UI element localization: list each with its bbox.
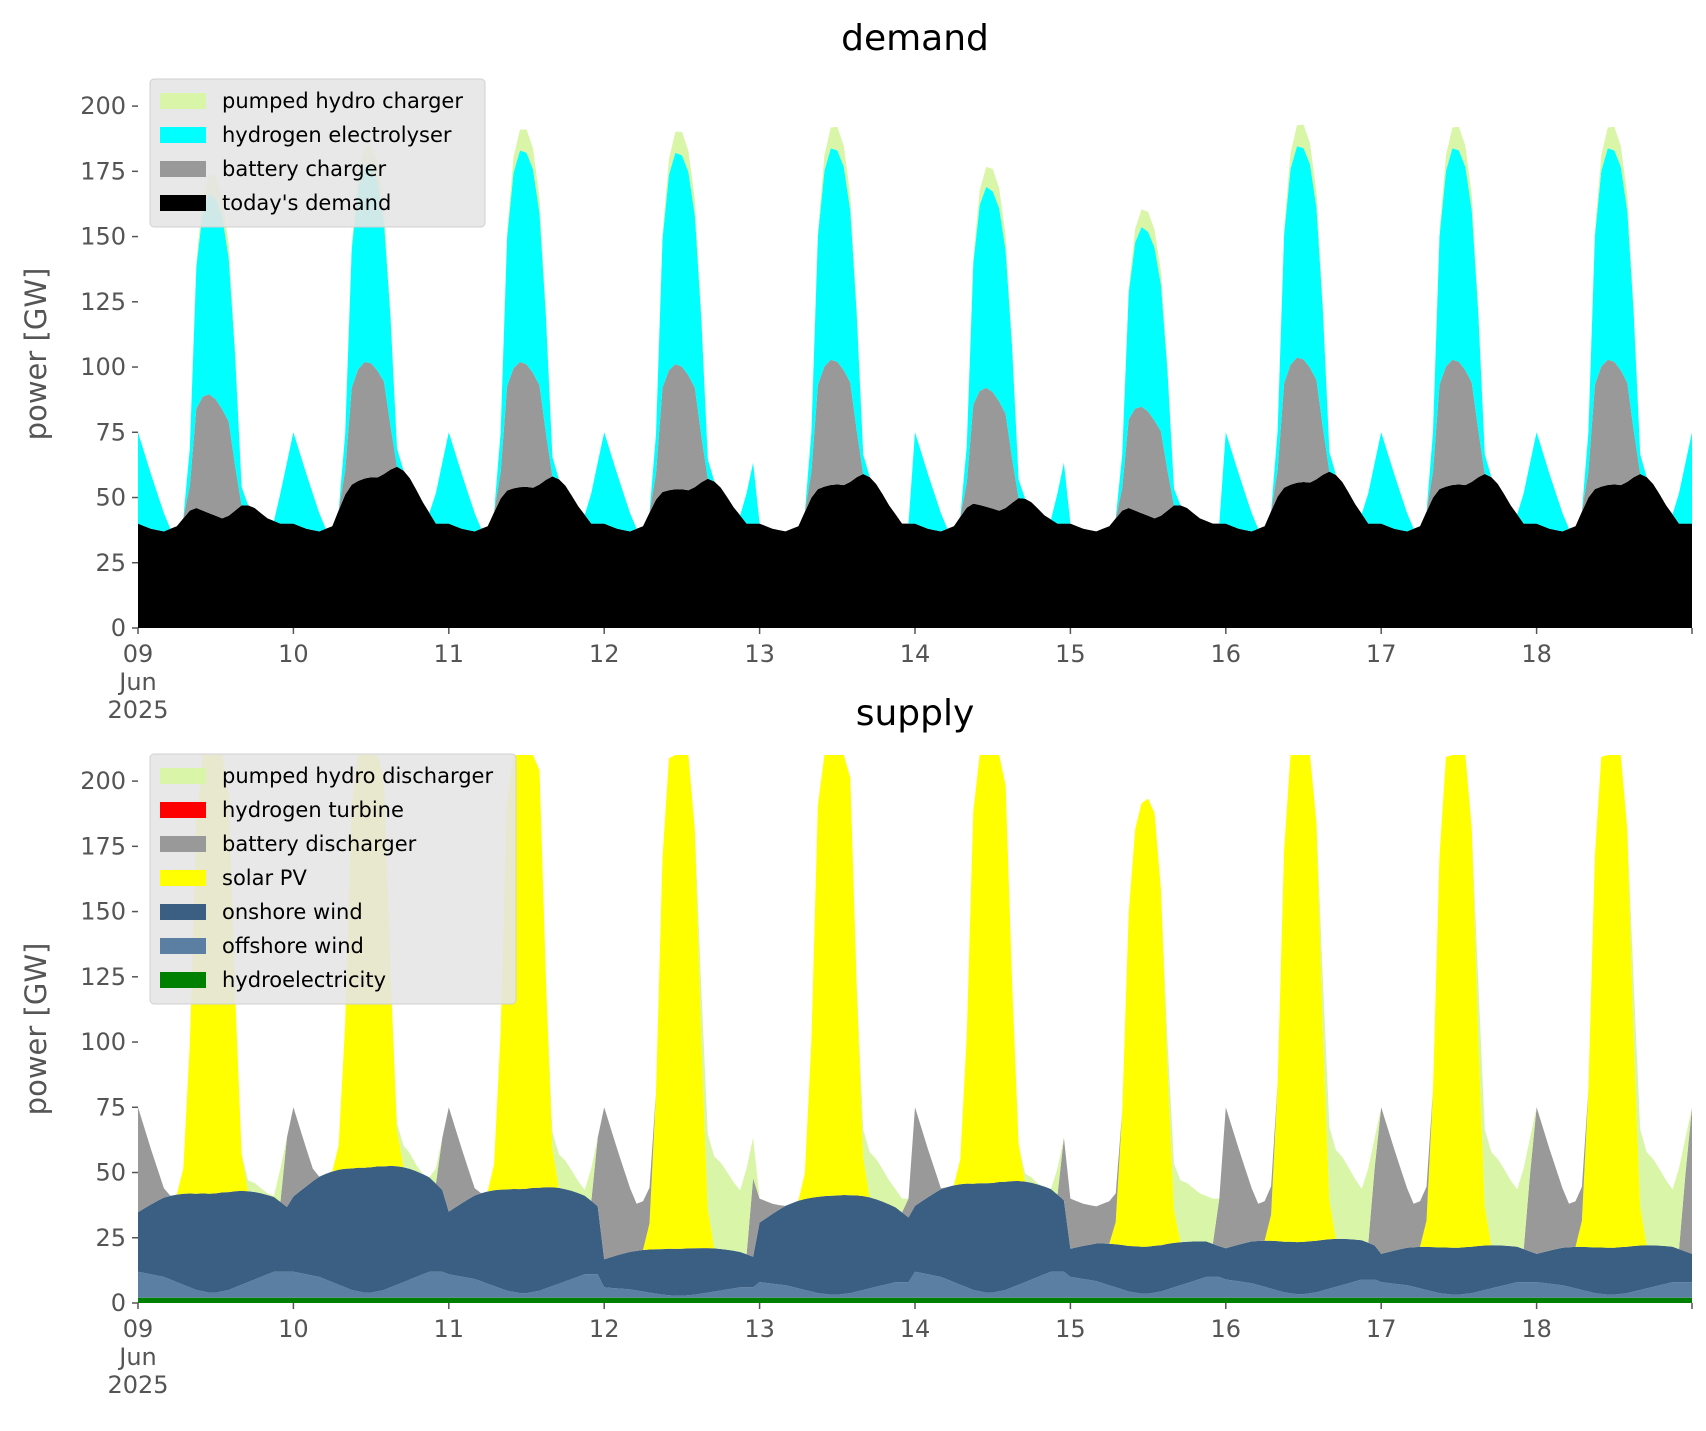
x-tick-label: 14 (900, 1315, 931, 1343)
x-tick-label: 17 (1366, 1315, 1397, 1343)
y-tick-label: 175 (80, 832, 126, 860)
area-hydroelectricity (138, 1297, 1692, 1303)
legend-label: today's demand (222, 191, 391, 215)
x-tick-label: 10 (278, 640, 309, 668)
legend-label: offshore wind (222, 934, 364, 958)
y-tick-label: 100 (80, 1028, 126, 1056)
chart-title: supply (856, 693, 975, 734)
legend-swatch (160, 195, 206, 211)
legend-swatch (160, 836, 206, 852)
y-axis-label: power [GW] (19, 943, 53, 1116)
y-axis-label: power [GW] (19, 268, 53, 441)
x-tick-label: 18 (1521, 640, 1552, 668)
x-tick-label: Jun (117, 668, 157, 696)
area-offshore-wind (138, 1271, 1692, 1298)
y-tick-label: 100 (80, 353, 126, 381)
y-tick-label: 150 (80, 223, 126, 251)
legend-swatch (160, 870, 206, 886)
area-solar-pv (138, 755, 1692, 1260)
y-tick-label: 125 (80, 288, 126, 316)
x-tick-label: 15 (1055, 1315, 1086, 1343)
area-hydrogen-electrolyser (138, 146, 1692, 532)
legend-swatch (160, 938, 206, 954)
legend-swatch (160, 127, 206, 143)
x-tick-label: 11 (434, 640, 465, 668)
legend-swatch (160, 161, 206, 177)
x-tick-label: 12 (589, 640, 620, 668)
y-tick-label: 75 (95, 1093, 126, 1121)
x-tick-label: 17 (1366, 640, 1397, 668)
area-battery-charger (138, 357, 1692, 532)
legend-label: battery discharger (222, 832, 417, 856)
legend: pumped hydro discharger hydrogen turbine b… (149, 753, 517, 1005)
x-tick-label: 09 (123, 640, 154, 668)
legend-label: onshore wind (222, 900, 363, 924)
x-tick-label: 13 (744, 1315, 775, 1343)
legend-swatch (160, 904, 206, 920)
y-tick-label: 25 (95, 549, 126, 577)
chart-title: demand (841, 18, 989, 59)
legend-swatch (160, 972, 206, 988)
legend-label: pumped hydro discharger (222, 764, 493, 788)
y-tick-label: 0 (111, 1289, 126, 1317)
y-tick-label: 25 (95, 1224, 126, 1252)
legend-swatch (160, 802, 206, 818)
y-tick-label: 150 (80, 898, 126, 926)
legend-label: solar PV (222, 866, 307, 890)
x-tick-label: 09 (123, 1315, 154, 1343)
x-tick-label: 16 (1211, 1315, 1242, 1343)
legend-label: battery charger (222, 157, 387, 181)
legend-label: hydroelectricity (222, 968, 386, 992)
y-tick-label: 50 (95, 1159, 126, 1187)
legend-swatch (160, 768, 206, 784)
legend-box (149, 753, 517, 1005)
x-tick-label: 13 (744, 640, 775, 668)
x-tick-label: 15 (1055, 640, 1086, 668)
x-tick-label: 16 (1211, 640, 1242, 668)
y-tick-label: 50 (95, 484, 126, 512)
legend-box (149, 78, 486, 228)
area-battery-discharger (138, 755, 1692, 1260)
x-tick-label: 12 (589, 1315, 620, 1343)
y-tick-label: 125 (80, 963, 126, 991)
area-onshore-wind (138, 1165, 1692, 1296)
y-tick-label: 200 (80, 767, 126, 795)
legend-label: hydrogen electrolyser (222, 123, 452, 147)
x-tick-label: 2025 (107, 1371, 168, 1399)
legend: pumped hydro charger hydrogen electrolyse… (149, 78, 486, 228)
legend-swatch (160, 93, 206, 109)
x-tick-label: 14 (900, 640, 931, 668)
legend-label: hydrogen turbine (222, 798, 404, 822)
y-tick-label: 75 (95, 418, 126, 446)
y-tick-label: 200 (80, 92, 126, 120)
y-tick-label: 175 (80, 157, 126, 185)
y-tick-label: 0 (111, 614, 126, 642)
x-tick-label: 2025 (107, 696, 168, 724)
x-tick-label: 10 (278, 1315, 309, 1343)
x-tick-label: 11 (434, 1315, 465, 1343)
x-tick-label: 18 (1521, 1315, 1552, 1343)
area-today-s-demand (138, 466, 1692, 628)
legend-label: pumped hydro charger (222, 89, 463, 113)
x-tick-label: Jun (117, 1343, 157, 1371)
